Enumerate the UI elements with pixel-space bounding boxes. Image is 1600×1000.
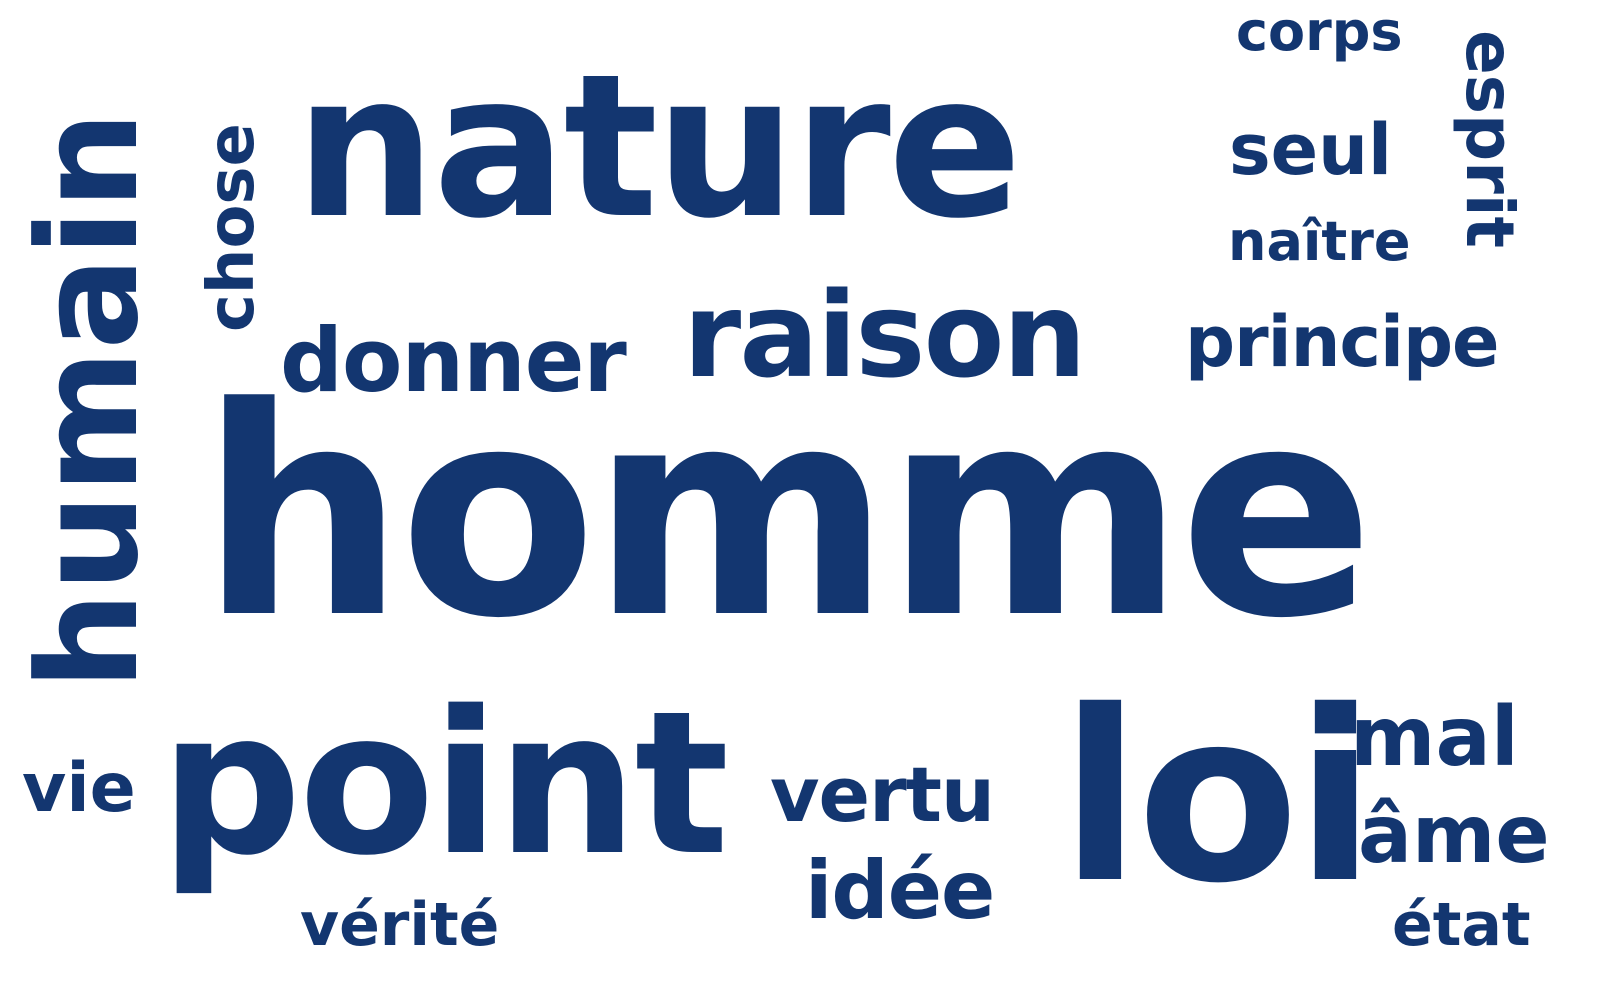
- word-homme: homme: [200, 346, 1374, 681]
- word-esprit: esprit: [1451, 30, 1528, 249]
- word-raison: raison: [683, 266, 1087, 404]
- word-donner: donner: [280, 309, 627, 412]
- word-chose: chose: [195, 123, 269, 332]
- word-humain: humain: [8, 111, 169, 690]
- word-vertu: vertu: [770, 750, 995, 839]
- word-corps: corps: [1236, 0, 1403, 63]
- word-etat: état: [1392, 890, 1531, 960]
- word-mal: mal: [1350, 690, 1519, 785]
- word-principe: principe: [1185, 301, 1500, 383]
- word-naitre: naître: [1228, 210, 1411, 273]
- word-point: point: [160, 668, 729, 899]
- word-seul: seul: [1229, 109, 1392, 191]
- word-verite: vérité: [300, 890, 500, 960]
- word-vie: vie: [22, 749, 136, 828]
- word-ame: âme: [1358, 788, 1550, 881]
- word-idee: idée: [805, 844, 995, 937]
- word-nature: nature: [295, 31, 1022, 262]
- word-loi: loi: [1060, 660, 1376, 935]
